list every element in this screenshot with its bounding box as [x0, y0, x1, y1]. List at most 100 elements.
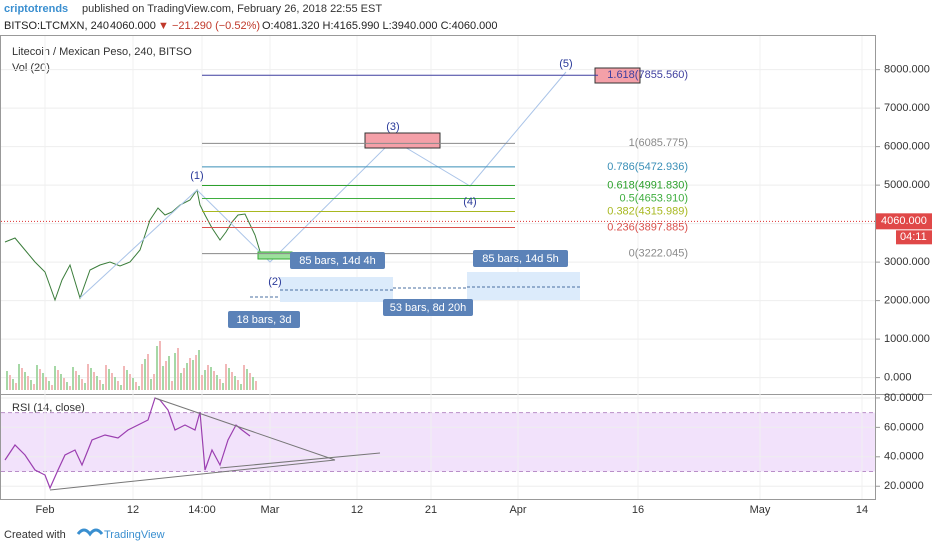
volume-bar: [84, 383, 86, 390]
x-tick-label: 12: [127, 504, 139, 516]
volume-bar: [255, 381, 257, 390]
volume-bar: [177, 348, 179, 390]
wave-label: (5): [559, 58, 572, 70]
x-tick-label: 14: [856, 504, 868, 516]
volume-bar: [237, 380, 239, 390]
y-tick-label: 0.000: [884, 372, 912, 384]
y-tick-label: 40.0000: [884, 451, 924, 463]
volume-bar: [153, 374, 155, 390]
volume-bar: [45, 377, 47, 390]
y-tick-label: 20.0000: [884, 480, 924, 492]
fib-label: 0.618(4991.830): [607, 179, 688, 191]
volume-bar: [207, 365, 209, 390]
volume-bar: [171, 381, 173, 390]
trend-line: [154, 397, 336, 461]
volume-bar: [15, 383, 17, 390]
chart-frame: [0, 35, 876, 500]
bar-note: 85 bars, 14d 5h: [482, 253, 558, 265]
volume-bar: [252, 377, 254, 390]
volume-bar: [75, 371, 77, 390]
volume-bar: [183, 368, 185, 390]
y-tick-label: 5000.000: [884, 179, 930, 191]
x-tick-label: 12: [351, 504, 363, 516]
published: published on TradingView.com, February 2…: [82, 3, 382, 15]
y-tick-label: 7000.000: [884, 102, 930, 114]
volume-bar: [24, 372, 26, 390]
x-tick-label: Mar: [261, 504, 280, 516]
volume-bar: [69, 386, 71, 390]
volume-bar: [66, 382, 68, 390]
y-tick-label: 6000.000: [884, 141, 930, 153]
volume-bar: [219, 379, 221, 390]
volume-bar: [42, 373, 44, 390]
volume-bar: [135, 382, 137, 390]
x-tick-label: 14:00: [188, 504, 216, 516]
volume-bar: [96, 376, 98, 390]
volume-bar: [204, 370, 206, 390]
target-box: [364, 132, 441, 149]
volume-bar: [132, 378, 134, 390]
volume-bar: [90, 368, 92, 390]
ohlc: O:4081.320 H:4165.990 L:3940.000 C:4060.…: [262, 20, 497, 32]
volume-bar: [231, 372, 233, 390]
volume-bar: [189, 358, 191, 390]
volume-bar: [210, 367, 212, 390]
volume-bar: [162, 366, 164, 390]
volume-bar: [147, 354, 149, 390]
volume-bar: [216, 375, 218, 390]
volume-bar: [21, 368, 23, 390]
target-box: [257, 251, 293, 260]
volume-bar: [60, 374, 62, 390]
volume-bar: [246, 369, 248, 390]
footer-created: Created with: [4, 529, 66, 541]
y-tick-label: 60.0000: [884, 421, 924, 433]
volume-bar: [87, 364, 89, 390]
y-tick-label: 3000.000: [884, 256, 930, 268]
last: 4060.000: [110, 20, 156, 32]
volume-bar: [6, 371, 8, 390]
bar-note: 85 bars, 14d 4h: [299, 255, 375, 267]
wave-label: (1): [190, 170, 203, 182]
y-tick-label: 8000.000: [884, 64, 930, 76]
countdown: 04:11: [900, 231, 927, 243]
volume-bar: [192, 360, 194, 390]
trend-line: [49, 459, 336, 491]
volume-bar: [126, 370, 128, 390]
volume-bar: [228, 368, 230, 390]
volume-bar: [30, 380, 32, 390]
volume-bar: [48, 381, 50, 390]
x-tick-label: Feb: [36, 504, 55, 516]
volume-bar: [201, 375, 203, 390]
volume-bar: [141, 364, 143, 390]
volume-bar: [114, 377, 116, 390]
volume-bar: [36, 365, 38, 390]
logo: [76, 528, 104, 537]
x-tick-label: 16: [632, 504, 644, 516]
volume-bar: [165, 361, 167, 390]
volume-bar: [81, 379, 83, 390]
wave-label: (3): [386, 121, 399, 133]
volume-bar: [234, 376, 236, 390]
current-price-box: [876, 213, 932, 230]
author: criptotrends: [4, 3, 68, 15]
volume-bar: [93, 372, 95, 390]
rsi-band: [1, 412, 875, 472]
x-tick-label: Apr: [509, 504, 526, 516]
volume-bar: [225, 364, 227, 390]
volume-bar: [63, 378, 65, 390]
fib-label: 0.5(4653.910): [620, 192, 689, 204]
volume-bar: [123, 366, 125, 390]
trend-line: [219, 452, 381, 469]
volume-bar: [99, 380, 101, 390]
volume-bar: [117, 381, 119, 390]
volume-bar: [57, 370, 59, 390]
volume-bar: [54, 366, 56, 390]
volume-bar: [222, 383, 224, 390]
fib-label: 0.236(3897.885): [607, 221, 688, 233]
volume-bar: [159, 341, 161, 390]
chart-layer: [1, 36, 875, 499]
volume-bar: [180, 373, 182, 390]
volume-bar: [144, 359, 146, 390]
volume-bar: [243, 365, 245, 390]
